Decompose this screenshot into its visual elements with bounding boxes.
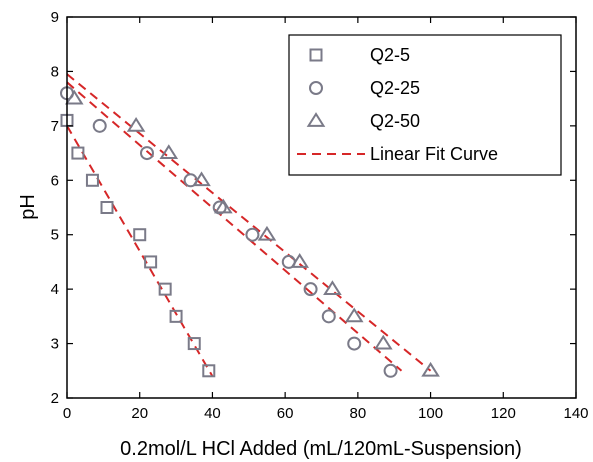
data-point-triangle — [64, 89, 84, 105]
data-points — [60, 86, 440, 378]
x-tick-label: 40 — [204, 405, 221, 422]
y-tick-label: 2 — [51, 390, 59, 407]
legend-label: Linear Fit Curve — [370, 144, 498, 164]
data-point-circle — [212, 200, 227, 215]
data-point-square — [133, 228, 147, 242]
x-tick-label: 120 — [491, 405, 516, 422]
data-point-square — [202, 364, 216, 378]
y-tick-label: 7 — [51, 118, 59, 135]
y-tick-label: 4 — [51, 281, 59, 298]
data-point-circle — [303, 282, 318, 297]
y-tick-label: 8 — [51, 63, 59, 80]
series-Q2-5 — [60, 113, 216, 378]
fit-line — [66, 81, 403, 372]
data-point-square — [85, 173, 99, 187]
plot-frame — [66, 16, 577, 399]
data-point-triangle — [126, 116, 146, 132]
x-tick-label: 20 — [131, 405, 148, 422]
data-point-circle — [92, 118, 107, 133]
legend-label: Q2-50 — [370, 111, 420, 131]
data-point-square — [144, 255, 158, 269]
y-axis-label: pH — [17, 194, 39, 220]
legend: Q2-5 Q2-25 Q2-50 Linear Fit Curve — [288, 34, 562, 176]
fit-line — [66, 73, 432, 372]
data-point-triangle — [421, 361, 440, 377]
data-point-square — [158, 282, 172, 296]
x-axis-label: 0.2mol/L HCl Added (mL/120mL-Suspension) — [120, 438, 522, 460]
legend-label: Q2-25 — [370, 78, 420, 98]
fit-lines — [66, 73, 432, 377]
data-point-triangle — [290, 253, 309, 268]
x-tick-label: 100 — [418, 405, 443, 422]
data-point-square — [169, 309, 183, 323]
axes: 0 20 40 60 80 100 120 140 2 3 4 5 6 7 8 9 — [51, 9, 589, 422]
legend-marker-triangle — [306, 112, 326, 127]
data-point-triangle — [214, 198, 233, 214]
data-point-circle — [139, 146, 154, 161]
data-point-triangle — [373, 334, 393, 350]
legend-box — [288, 34, 562, 176]
x-tick-label: 0 — [63, 405, 71, 422]
y-tick-label: 9 — [51, 9, 59, 26]
data-point-triangle — [159, 144, 179, 159]
data-point-triangle — [323, 280, 342, 296]
fit-line — [66, 125, 214, 377]
series-Q2-25 — [60, 86, 398, 378]
data-point-circle — [245, 227, 260, 242]
data-point-triangle — [257, 225, 277, 241]
data-point-circle — [383, 363, 398, 378]
x-tick-label: 60 — [277, 405, 294, 422]
x-tick-label: 140 — [563, 405, 588, 422]
x-tick-label: 80 — [350, 405, 367, 422]
data-point-triangle — [192, 171, 211, 187]
data-point-square — [71, 146, 85, 160]
y-tick-label: 6 — [51, 172, 59, 189]
data-point-triangle — [344, 307, 364, 323]
data-point-square — [100, 201, 114, 214]
data-point-square — [187, 337, 201, 351]
legend-label: Q2-5 — [370, 45, 410, 65]
data-point-circle — [321, 309, 336, 324]
data-point-circle — [347, 336, 362, 351]
y-tick-label: 3 — [51, 336, 59, 353]
series-Q2-50 — [64, 89, 440, 377]
legend-marker-square — [309, 48, 323, 62]
legend-marker-circle — [309, 81, 323, 95]
y-tick-label: 5 — [51, 227, 59, 244]
